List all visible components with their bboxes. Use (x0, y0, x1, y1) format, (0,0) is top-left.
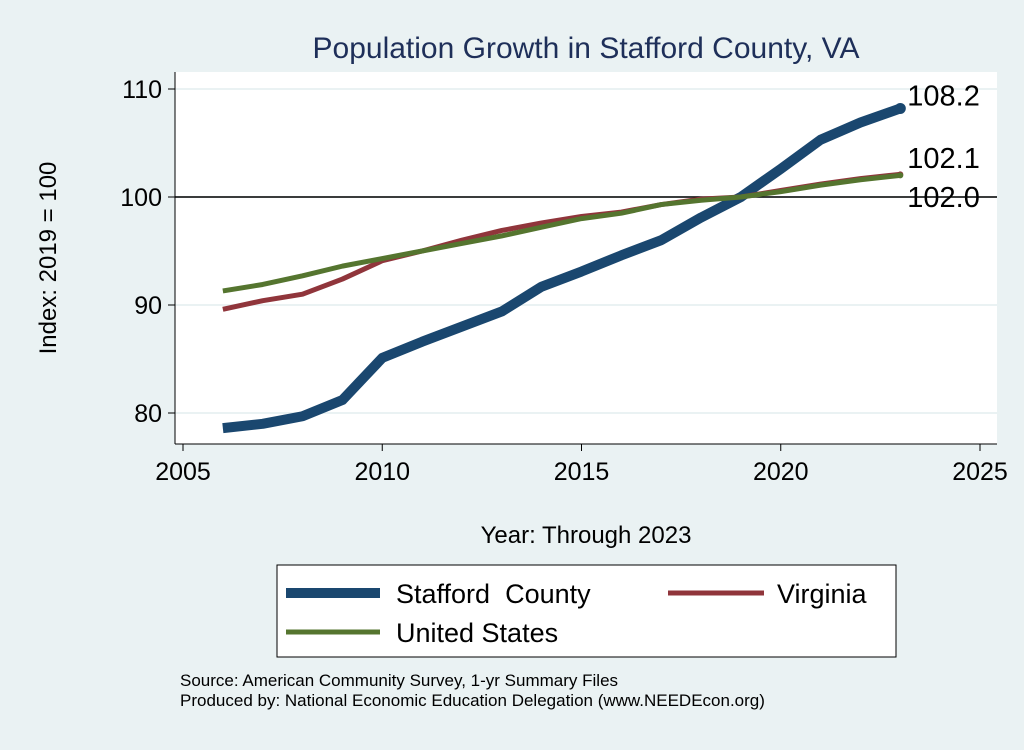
end-label: 102.1 (907, 143, 980, 175)
chart-title: Population Growth in Stafford County, VA (313, 32, 860, 65)
legend-label-stafford: Stafford County (396, 579, 591, 609)
x-tick-label: 2020 (753, 458, 809, 486)
y-tick-label: 80 (134, 400, 162, 428)
end-label: 102.0 (907, 182, 980, 214)
y-tick-label: 100 (120, 184, 162, 212)
legend: Stafford County Virginia United States (277, 565, 896, 657)
y-tick-label: 110 (122, 76, 162, 104)
source-note: Source: American Community Survey, 1-yr … (180, 671, 618, 690)
plot-area (175, 72, 997, 444)
y-tick-label: 90 (134, 292, 162, 320)
end-label: 108.2 (907, 80, 980, 112)
legend-label-us: United States (396, 618, 558, 648)
x-tick-label: 2010 (354, 458, 410, 486)
x-tick-label: 2025 (952, 458, 1008, 486)
x-tick-label: 2015 (554, 458, 610, 486)
legend-label-virginia: Virginia (777, 579, 868, 609)
x-axis-label: Year: Through 2023 (481, 522, 692, 549)
producer-note: Produced by: National Economic Education… (180, 691, 765, 710)
y-axis-label: Index: 2019 = 100 (35, 162, 62, 355)
x-tick-label: 2005 (155, 458, 211, 486)
end-marker (895, 103, 906, 114)
end-marker (897, 172, 903, 178)
